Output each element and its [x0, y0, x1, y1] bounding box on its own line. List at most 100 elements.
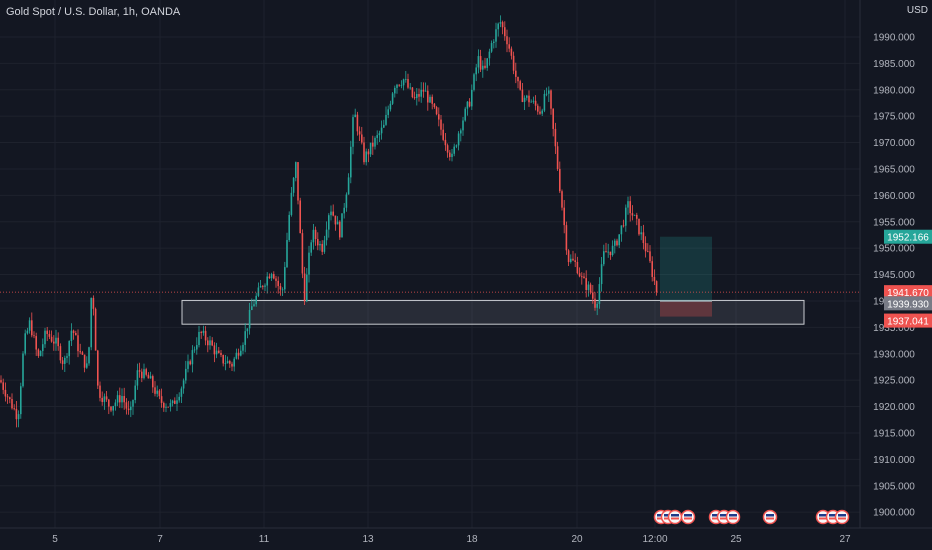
candle-body: [110, 406, 112, 411]
candle-body: [59, 346, 62, 361]
candle-body: [101, 397, 103, 402]
candle-body: [473, 74, 475, 90]
candle-body: [167, 406, 169, 408]
candle-body: [204, 330, 207, 341]
candle-body: [380, 127, 383, 134]
support-zone[interactable]: [181, 299, 805, 325]
target-price-label-bg: [884, 229, 932, 244]
candle-body: [559, 168, 561, 192]
candle-body: [321, 243, 323, 252]
candle-body: [435, 107, 438, 115]
candle-body: [396, 84, 398, 88]
economic-events[interactable]: »: [653, 507, 883, 525]
price-tick-label: 1900.000: [873, 508, 915, 519]
time-axis[interactable]: 5 7 11 13 18 20 12:00 25 27: [0, 527, 932, 545]
candle-body: [543, 93, 546, 111]
flag-circle: [680, 509, 696, 525]
candle-body: [343, 207, 345, 214]
candle-body: [182, 380, 185, 389]
candle-body: [35, 336, 37, 350]
candle-body: [633, 214, 636, 216]
candle-body: [257, 287, 260, 296]
candle-body: [592, 292, 594, 299]
candle-body: [391, 93, 394, 104]
candle-body: [143, 369, 145, 379]
candle-body: [497, 23, 499, 30]
candle-body: [28, 320, 31, 331]
candle-body: [231, 363, 233, 367]
candle-body: [457, 133, 460, 146]
candle-body: [61, 360, 64, 364]
candle-body: [178, 396, 180, 401]
candle-body: [81, 352, 84, 355]
candle-body: [48, 333, 51, 337]
candle-body: [138, 370, 141, 372]
flag-canton: [829, 514, 837, 517]
candle-body: [319, 243, 321, 246]
candle-body: [240, 350, 242, 356]
candle-body: [607, 251, 609, 253]
time-tick-label: 7: [157, 534, 163, 545]
candle-body: [211, 340, 213, 346]
candle-body: [156, 390, 158, 394]
economic-event-flag-icon[interactable]: [680, 509, 696, 525]
candle-body: [532, 100, 535, 102]
candle-body: [361, 134, 363, 143]
candle-body: [187, 361, 189, 369]
candle-body: [387, 109, 389, 115]
candle-body: [587, 284, 590, 291]
flag-circle: [762, 509, 778, 525]
candle-body: [501, 22, 504, 28]
stop-price-label-bg: [884, 313, 932, 328]
candle-body: [574, 260, 576, 262]
candle-body: [627, 201, 629, 208]
time-tick-label: 27: [839, 534, 851, 545]
price-axis[interactable]: 1900.000 1905.000 1910.000 1915.000 1920.000…: [859, 0, 932, 550]
candle-body: [611, 245, 614, 256]
candle-body: [42, 344, 44, 352]
economic-event-flag-icon[interactable]: [762, 509, 778, 525]
candle-body: [44, 330, 46, 345]
candle-body: [213, 345, 216, 355]
candle-body: [449, 152, 451, 158]
candle-body: [31, 320, 33, 336]
candle-body: [141, 371, 143, 379]
candle-body: [429, 96, 431, 103]
candle-body: [220, 352, 222, 355]
candle-body: [570, 258, 572, 263]
candle-body: [189, 361, 191, 365]
candle-body: [160, 396, 163, 403]
flag-canton: [729, 514, 737, 517]
flag-stripe: [712, 517, 720, 520]
candle-body: [9, 397, 11, 400]
candle-body: [347, 177, 350, 195]
candle-body: [330, 211, 332, 216]
loss-zone: [660, 301, 712, 317]
economic-event-flag-icon[interactable]: [725, 509, 741, 525]
candle-body: [402, 79, 405, 86]
candle-body: [651, 261, 653, 277]
candle-body: [534, 100, 537, 106]
flag-stripe: [720, 517, 728, 520]
candle-body: [57, 337, 59, 347]
candle-body: [11, 399, 13, 409]
candle-body: [594, 298, 596, 308]
flag-circle: [667, 509, 683, 525]
candle-body: [418, 94, 420, 97]
price-tick-label: 1990.000: [873, 32, 915, 43]
price-axis-bg: [860, 0, 932, 550]
economic-event-flag-icon[interactable]: [667, 509, 683, 525]
candle-body: [363, 142, 365, 163]
candle-body: [420, 89, 422, 97]
candle-body: [482, 65, 484, 70]
candle-body: [515, 70, 517, 77]
candle-body: [477, 56, 480, 68]
economic-event-flag-icon[interactable]: [834, 509, 850, 525]
candle-body: [163, 402, 165, 408]
candle-body: [233, 358, 235, 367]
candle-body: [215, 350, 218, 355]
candle-body: [130, 406, 132, 411]
candle-body: [484, 65, 486, 68]
long-position-tool[interactable]: [660, 236, 712, 317]
